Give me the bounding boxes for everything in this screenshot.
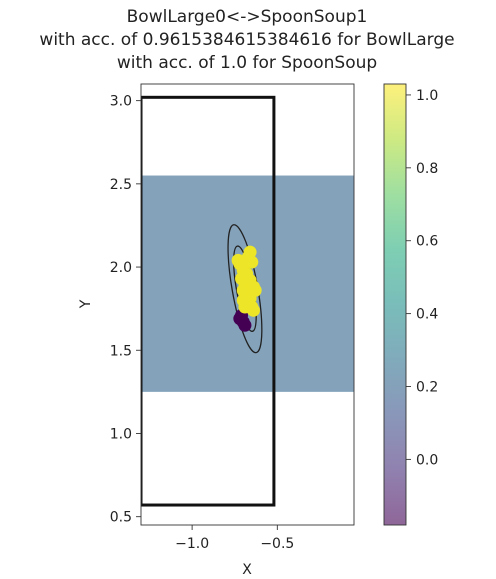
y-axis-label: Y (78, 299, 94, 309)
outline-layer (141, 95, 276, 507)
y-tick-label: 1.0 (110, 426, 132, 442)
plot-area (141, 95, 354, 507)
colorbar-tick-label: 1.0 (416, 88, 438, 104)
y-tick-label: 2.5 (110, 177, 132, 193)
y-axis-ticks: 0.5 1.0 1.5 2.0 2.5 3.0 (110, 94, 141, 526)
y-tick-label: 0.5 (110, 510, 132, 526)
colorbar-ticks: 0.0 0.2 0.4 0.6 0.8 1.0 (406, 88, 438, 468)
point-layer (231, 245, 262, 332)
colorbar-tick-label: 0.0 (416, 452, 438, 468)
colorbar-frame (383, 83, 407, 526)
scatter-point (246, 303, 260, 317)
x-tick-label: −0.5 (260, 536, 294, 552)
colorbar-tick-label: 0.6 (416, 234, 438, 250)
outline-rectangle (141, 95, 276, 507)
chart-title: BowlLarge0<->SpoonSoup1 with acc. of 0.96… (39, 7, 454, 73)
x-axis-ticks: −1.0 −0.5 (175, 525, 294, 552)
y-tick-label: 3.0 (110, 94, 132, 110)
scatter-point (233, 312, 247, 326)
colorbar: 0.0 0.2 0.4 0.6 0.8 1.0 (383, 83, 438, 526)
colorbar-tick-label: 0.4 (416, 307, 438, 323)
y-tick-label: 2.0 (110, 260, 132, 276)
y-tick-label: 1.5 (110, 343, 132, 359)
colorbar-tick-label: 0.8 (416, 161, 438, 177)
colorbar-tick-label: 0.2 (416, 380, 438, 396)
chart-title-line: BowlLarge0<->SpoonSoup1 (127, 7, 368, 27)
x-axis-label: X (242, 562, 252, 578)
chart-title-line: with acc. of 1.0 for SpoonSoup (117, 53, 377, 73)
x-tick-label: −1.0 (175, 536, 209, 552)
scatter-point (245, 255, 259, 269)
colorbar-gradient (384, 84, 406, 525)
chart-title-line: with acc. of 0.9615384615384616 for Bowl… (39, 30, 454, 50)
plot-frame (140, 83, 355, 526)
